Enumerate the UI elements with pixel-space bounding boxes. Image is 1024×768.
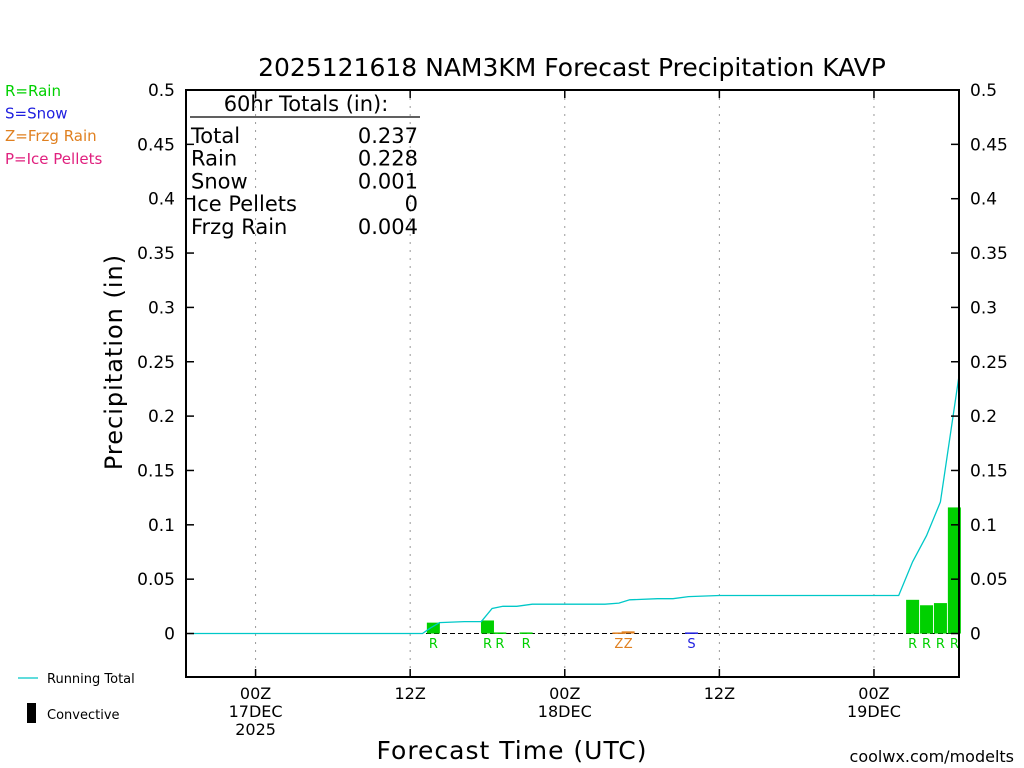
bar-rain-1 xyxy=(480,620,494,634)
y-tick-label-right-6: 0.3 xyxy=(970,298,997,318)
y-tick-label-left-9: 0.45 xyxy=(137,135,175,155)
totals-label-0: Total xyxy=(190,124,240,148)
bar-frzg-rain-0 xyxy=(612,632,626,634)
totals-header: 60hr Totals (in): xyxy=(224,92,389,116)
x-tick-label-2-1: 00Z xyxy=(549,684,580,703)
legend-line-label-0: Running Total xyxy=(47,672,135,687)
type-marker-rain-0: R xyxy=(429,637,438,652)
bar-frzg-rain-1 xyxy=(621,631,635,634)
bar-rain-0 xyxy=(426,622,440,634)
y-tick-label-right-8: 0.4 xyxy=(970,190,997,210)
plot-frame xyxy=(185,89,960,678)
y-tick-label-right-1: 0.05 xyxy=(970,570,1008,590)
line-legend: Running Total Convective xyxy=(18,672,135,723)
x-tick-label-4-2: 19DEC xyxy=(847,702,901,721)
precip-type-markers: R R R R R R R RZ Z S xyxy=(429,637,959,652)
y-tick-label-left-3: 0.15 xyxy=(137,461,175,481)
y-tick-label-left-5: 0.25 xyxy=(137,353,175,373)
x-axis-label: Forecast Time (UTC) xyxy=(377,736,648,765)
credit-text: coolwx.com/modelts xyxy=(850,747,1014,766)
x-tick-label-2-2: 18DEC xyxy=(538,702,592,721)
legend-type-2: Z=Frzg Rain xyxy=(5,127,97,145)
x-tick-label-1-1: 12Z xyxy=(395,684,426,703)
y-tick-label-left-6: 0.3 xyxy=(148,298,175,318)
bar-rain-2 xyxy=(493,632,507,634)
y-tick-label-left-4: 0.2 xyxy=(148,407,175,427)
totals-value-0: 0.237 xyxy=(358,124,418,148)
totals-label-4: Frzg Rain xyxy=(191,215,287,239)
type-marker-rain-2: R xyxy=(495,637,504,652)
bar-rain-6 xyxy=(933,603,947,634)
bar-rain-4 xyxy=(906,599,920,634)
x-tick-label-3-1: 12Z xyxy=(704,684,735,703)
y-tick-label-right-10: 0.5 xyxy=(970,81,997,101)
x-tick-label-4-1: 00Z xyxy=(858,684,889,703)
totals-value-2: 0.001 xyxy=(358,169,418,193)
legend-type-0: R=Rain xyxy=(5,82,61,100)
gridlines xyxy=(255,90,875,677)
y-tick-label-right-2: 0.1 xyxy=(970,516,997,536)
totals-value-4: 0.004 xyxy=(358,215,418,239)
type-marker-frzg-rain-1: Z xyxy=(624,637,633,652)
bars xyxy=(426,507,961,634)
totals-value-3: 0 xyxy=(405,192,418,216)
type-marker-snow-0: S xyxy=(687,637,695,652)
bar-rain-3 xyxy=(519,632,533,634)
bar-rain-5 xyxy=(920,605,934,634)
totals-value-1: 0.228 xyxy=(358,147,418,171)
y-tick-label-right-5: 0.25 xyxy=(970,353,1008,373)
type-marker-rain-3: R xyxy=(522,637,531,652)
type-marker-rain-7: R xyxy=(950,637,959,652)
chart-title: 2025121618 NAM3KM Forecast Precipitation… xyxy=(258,53,886,82)
y-tick-label-right-9: 0.45 xyxy=(970,135,1008,155)
y-tick-label-right-4: 0.2 xyxy=(970,407,997,427)
y-tick-label-right-7: 0.35 xyxy=(970,244,1008,264)
y-tick-label-right-0: 0 xyxy=(970,625,981,645)
legend-bar-swatch-1 xyxy=(27,703,36,723)
legend-type-1: S=Snow xyxy=(5,105,68,123)
type-marker-frzg-rain-0: Z xyxy=(614,637,623,652)
precip-type-legend: R=Rain S=Snow Z=Frzg Rain P=Ice Pellets xyxy=(5,82,102,168)
legend-type-3: P=Ice Pellets xyxy=(5,150,102,168)
type-marker-rain-1: R xyxy=(483,637,492,652)
type-marker-rain-6: R xyxy=(936,637,945,652)
totals-label-1: Rain xyxy=(191,147,237,171)
y-axis-label: Precipitation (in) xyxy=(100,254,128,470)
y-tick-label-left-2: 0.1 xyxy=(148,516,175,536)
running-total-line xyxy=(189,375,960,635)
type-marker-rain-4: R xyxy=(908,637,917,652)
y-tick-label-left-7: 0.35 xyxy=(137,244,175,264)
y-tick-label-right-3: 0.15 xyxy=(970,461,1008,481)
y-tick-label-left-10: 0.5 xyxy=(148,81,175,101)
bar-rain-7 xyxy=(947,507,961,634)
x-tick-label-0-1: 00Z xyxy=(240,684,271,703)
y-axis-ticks: 0 0 0.05 0.05 0.1 0.1 0.15 0.15 0.2 0.2 0.25 0.25 0.… xyxy=(137,81,1008,645)
y-tick-label-left-0: 0 xyxy=(164,625,175,645)
x-tick-label-0-2: 17DEC xyxy=(229,702,283,721)
totals-box: 60hr Totals (in): Total 0.237 Rain 0.228 Sno… xyxy=(190,92,420,239)
type-marker-rain-5: R xyxy=(922,637,931,652)
totals-label-3: Ice Pellets xyxy=(191,192,297,216)
legend-line-label-1: Convective xyxy=(47,708,120,723)
y-tick-label-left-1: 0.05 xyxy=(137,570,175,590)
x-tick-label-0-3: 2025 xyxy=(235,720,276,739)
totals-label-2: Snow xyxy=(191,169,248,193)
bar-snow-0 xyxy=(685,632,699,634)
y-tick-label-left-8: 0.4 xyxy=(148,190,175,210)
